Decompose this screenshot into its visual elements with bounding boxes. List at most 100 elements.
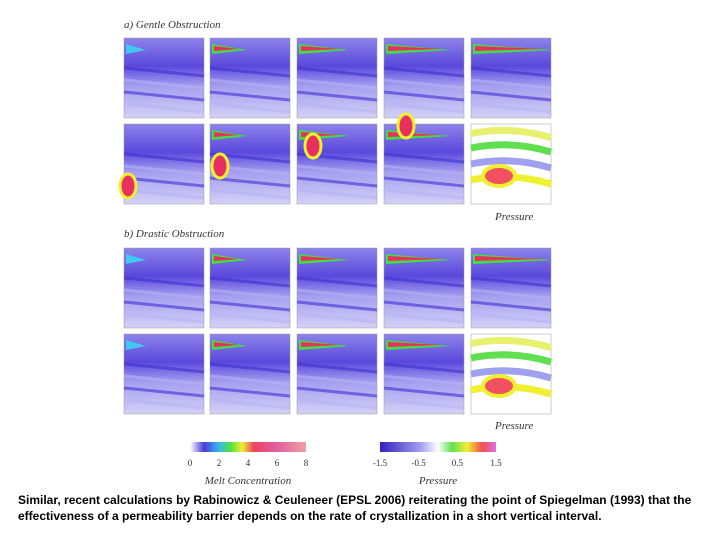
- stripe: [383, 176, 465, 188]
- colorbar-tick: 4: [246, 458, 251, 468]
- colorbar-tick: 0.5: [452, 458, 464, 468]
- pressure-band: [470, 157, 553, 172]
- streak: [126, 254, 146, 264]
- streak-core: [301, 46, 341, 51]
- pressure-band: [470, 351, 553, 366]
- pressure-blob: [481, 374, 517, 398]
- streak: [126, 44, 146, 54]
- stripe: [209, 102, 291, 114]
- figure: a) Gentle Obstruction Pressure b) Drasti…: [118, 19, 553, 487]
- streak-core: [214, 132, 239, 137]
- stripe: [123, 188, 205, 200]
- stripe: [123, 66, 205, 78]
- stripe: [296, 102, 378, 114]
- stripe: [383, 374, 465, 386]
- colorbar-tick: -1.5: [373, 458, 388, 468]
- stripe: [123, 276, 205, 288]
- stripe: [470, 288, 552, 300]
- colorbar-title: Pressure: [418, 475, 457, 487]
- stripe: [470, 312, 552, 324]
- stripe: [383, 276, 465, 288]
- stripe: [209, 66, 291, 78]
- colorbar: [380, 442, 496, 452]
- pressure-band: [470, 336, 553, 351]
- stripe: [296, 312, 378, 324]
- stripe: [383, 188, 465, 200]
- stripe: [383, 312, 465, 324]
- caption: Similar, recent calculations by Rabinowi…: [18, 493, 692, 523]
- stripe: [123, 288, 205, 300]
- stripe: [296, 164, 378, 176]
- melt-blob: [118, 172, 138, 200]
- streak-core: [214, 256, 239, 261]
- stripe: [470, 102, 552, 114]
- streak-core: [301, 342, 341, 347]
- stripe: [296, 176, 378, 188]
- stripe: [470, 66, 552, 78]
- melt-blob: [210, 152, 230, 180]
- stripe: [383, 164, 465, 176]
- colorbar-tick: 8: [304, 458, 309, 468]
- streak-core: [475, 46, 545, 51]
- stripe: [123, 312, 205, 324]
- colorbar-tick: 0: [188, 458, 193, 468]
- stripe: [209, 188, 291, 200]
- stripe: [209, 312, 291, 324]
- stripe: [209, 300, 291, 312]
- stripe: [383, 300, 465, 312]
- pressure-label: Pressure: [494, 211, 533, 223]
- stripe: [209, 398, 291, 410]
- stripe: [296, 90, 378, 102]
- stripe: [123, 152, 205, 164]
- stripe: [296, 386, 378, 398]
- melt-blob: [303, 132, 323, 160]
- stripe: [383, 66, 465, 78]
- stripe: [209, 90, 291, 102]
- stripe: [296, 66, 378, 78]
- panel-label: a) Gentle Obstruction: [124, 19, 221, 31]
- stripe: [470, 90, 552, 102]
- colorbar: [190, 442, 306, 452]
- stripe: [123, 374, 205, 386]
- streak-core: [301, 256, 341, 261]
- stripe: [383, 288, 465, 300]
- panel-label: b) Drastic Obstruction: [124, 228, 225, 240]
- stripe: [383, 386, 465, 398]
- stripe: [296, 276, 378, 288]
- stripe: [296, 374, 378, 386]
- pressure-band: [470, 367, 553, 382]
- stripe: [470, 276, 552, 288]
- stripe: [123, 362, 205, 374]
- stripe: [209, 362, 291, 374]
- stripe: [209, 386, 291, 398]
- stripe: [123, 78, 205, 90]
- stripe: [296, 78, 378, 90]
- stripe: [296, 362, 378, 374]
- stripe: [209, 78, 291, 90]
- stripe: [123, 386, 205, 398]
- streak-core: [388, 46, 443, 51]
- stripe: [296, 300, 378, 312]
- stripe: [296, 188, 378, 200]
- melt-blob: [396, 112, 416, 140]
- pressure-band: [470, 126, 553, 141]
- streak: [126, 340, 146, 350]
- stripe: [383, 398, 465, 410]
- stripe: [123, 164, 205, 176]
- stripe: [123, 300, 205, 312]
- stripe: [383, 362, 465, 374]
- streak-core: [388, 342, 443, 347]
- streak-core: [388, 256, 443, 261]
- stripe: [383, 102, 465, 114]
- stripe: [296, 288, 378, 300]
- colorbar-tick: 2: [217, 458, 222, 468]
- stripe: [209, 176, 291, 188]
- pressure-band: [470, 141, 553, 156]
- stripe: [383, 152, 465, 164]
- colorbar-title: Melt Concentration: [204, 475, 292, 487]
- stripe: [470, 300, 552, 312]
- stripe: [470, 78, 552, 90]
- pressure-blob: [481, 164, 517, 188]
- stripe: [383, 90, 465, 102]
